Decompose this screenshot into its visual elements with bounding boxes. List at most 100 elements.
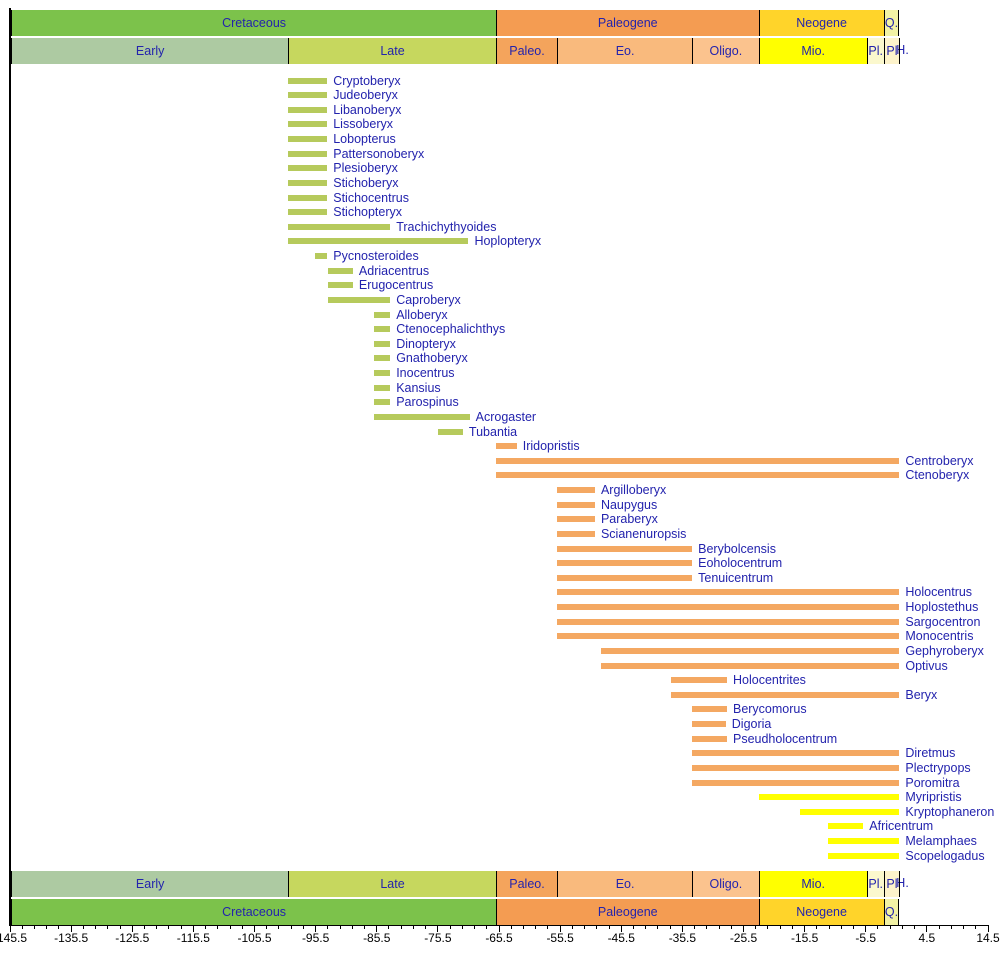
axis-tick-minor: [82, 925, 84, 929]
epoch-cell-early: Early: [11, 38, 289, 64]
axis-tick-minor: [425, 925, 427, 929]
epoch-label-early: Early: [135, 877, 165, 891]
taxon-label-berycomorus: Berycomorus: [732, 702, 807, 717]
taxon-label-poromitra: Poromitra: [905, 775, 960, 790]
taxon-label-kansius: Kansius: [396, 380, 441, 395]
taxon-range-bar-holocentrites: [670, 677, 727, 684]
axis-tick-major: [376, 925, 378, 932]
axis-tick-minor: [547, 925, 549, 929]
taxon-range-bar-diretmus: [692, 750, 900, 757]
period-label-paleogene: Paleogene: [597, 905, 658, 919]
axis-tick-label: -5.5: [855, 931, 877, 945]
taxon-range-bar-berybolcensis: [557, 545, 693, 552]
axis-tick-label: 14.5: [976, 931, 1000, 945]
axis-tick-minor: [46, 925, 48, 929]
epoch-label-eo: Eo.: [615, 877, 635, 891]
taxon-range-bar-melamphaes: [828, 838, 900, 844]
taxon-range-bar-erugocentrus: [327, 282, 353, 289]
epoch-label-early: Early: [135, 44, 165, 58]
period-cell-paleogene: Paleogene: [495, 10, 759, 36]
taxon-label-ctenoberyx: Ctenoberyx: [905, 468, 970, 483]
taxon-range-bar-caproberyx: [327, 296, 391, 303]
axis-tick-label: 4.5: [918, 931, 936, 945]
epoch-cell-pl: Pl: [883, 871, 900, 897]
axis-tick-major: [926, 925, 928, 932]
axis-tick-minor: [33, 925, 35, 929]
axis-tick-minor: [584, 925, 586, 929]
epoch-cell-eo: Eo.: [557, 871, 693, 897]
axis-tick-minor: [975, 925, 977, 929]
axis-tick-minor: [730, 925, 732, 929]
taxon-label-sargocentron: Sargocentron: [905, 614, 981, 629]
taxon-label-beryx: Beryx: [905, 687, 938, 702]
taxon-label-diretmus: Diretmus: [905, 746, 956, 761]
taxon-range-bar-scianenuropsis: [557, 530, 595, 537]
axis-tick-major: [315, 925, 317, 932]
epoch-cell-eo: Eo.: [557, 38, 693, 64]
axis-tick-major: [70, 925, 72, 932]
period-cell-neogene: Neogene: [758, 899, 884, 925]
axis-tick-major: [681, 925, 683, 932]
axis-tick-major: [131, 925, 133, 932]
epoch-label-oligo: Oligo.: [709, 877, 743, 891]
taxon-label-eoholocentrum: Eoholocentrum: [698, 556, 783, 571]
axis-tick-minor: [816, 925, 818, 929]
axis-tick-minor: [241, 925, 243, 929]
axis-tick-minor: [877, 925, 879, 929]
axis-tick-minor: [58, 925, 60, 929]
axis-tick-minor: [217, 925, 219, 929]
axis-tick-minor: [327, 925, 329, 929]
taxon-label-cryptoberyx: Cryptoberyx: [333, 73, 401, 88]
axis-tick-minor: [290, 925, 292, 929]
taxon-label-alloberyx: Alloberyx: [396, 307, 448, 322]
taxon-range-bar-scopelogadus: [828, 852, 900, 859]
axis-tick-minor: [449, 925, 451, 929]
taxon-label-myripristis: Myripristis: [905, 790, 962, 805]
period-label-cretaceous: Cretaceous: [222, 16, 287, 30]
taxon-label-berybolcensis: Berybolcensis: [698, 541, 776, 556]
axis-tick-minor: [706, 925, 708, 929]
taxon-label-holocentrites: Holocentrites: [732, 673, 806, 688]
axis-tick-label: -115.5: [176, 931, 210, 945]
taxon-range-bar-trachichythyoides: [288, 223, 391, 230]
epoch-cell-paleo: Paleo.: [495, 871, 558, 897]
axis-tick-minor: [963, 925, 965, 929]
axis-tick-label: -75.5: [424, 931, 452, 945]
taxon-range-bar-naupygus: [557, 501, 595, 508]
taxon-range-bar-plesioberyx: [288, 165, 328, 172]
axis-tick-label: -135.5: [54, 931, 89, 945]
taxon-range-bar-dinopteryx: [373, 340, 391, 347]
axis-tick-minor: [938, 925, 940, 929]
epoch-cell-mio: Mio.: [758, 38, 867, 64]
taxon-label-plesioberyx: Plesioberyx: [333, 161, 398, 176]
axis-tick-minor: [828, 925, 830, 929]
taxon-range-bar-paraberyx: [557, 516, 595, 523]
taxon-range-bar-gephyroberyx: [601, 647, 900, 654]
taxon-label-inocentrus: Inocentrus: [396, 366, 455, 380]
axis-tick-major: [9, 925, 11, 932]
epoch-label-late: Late: [380, 877, 405, 891]
taxon-range-bar-hoplostethus: [557, 604, 900, 610]
axis-tick-minor: [657, 925, 659, 929]
taxon-range-bar-tenuicentrum: [557, 574, 693, 581]
taxon-label-acrogaster: Acrogaster: [475, 409, 537, 424]
epoch-label-pl: Pl: [886, 44, 898, 58]
taxon-range-bar-ctenoberyx: [495, 472, 900, 479]
taxon-label-paraberyx: Paraberyx: [600, 512, 658, 527]
taxon-range-bar-argilloberyx: [557, 487, 595, 493]
taxon-range-bar-stichocentrus: [288, 194, 328, 201]
axis-tick-minor: [840, 925, 842, 929]
axis-tick-minor: [791, 925, 793, 929]
taxon-range-bar-cryptoberyx: [288, 77, 328, 84]
epoch-label-mio: Mio.: [801, 877, 825, 891]
axis-tick-minor: [767, 925, 769, 929]
taxon-label-libanoberyx: Libanoberyx: [333, 102, 402, 117]
axis-tick-minor: [156, 925, 158, 929]
taxon-label-digoria: Digoria: [731, 717, 772, 731]
taxon-label-centroberyx: Centroberyx: [905, 453, 974, 468]
taxon-label-holocentrus: Holocentrus: [905, 585, 973, 600]
epoch-label-oligo: Oligo.: [709, 44, 743, 58]
taxon-label-kryptophaneron: Kryptophaneron: [905, 804, 995, 819]
taxon-label-lissoberyx: Lissoberyx: [333, 117, 393, 132]
period-label-q: Q.: [884, 16, 899, 30]
